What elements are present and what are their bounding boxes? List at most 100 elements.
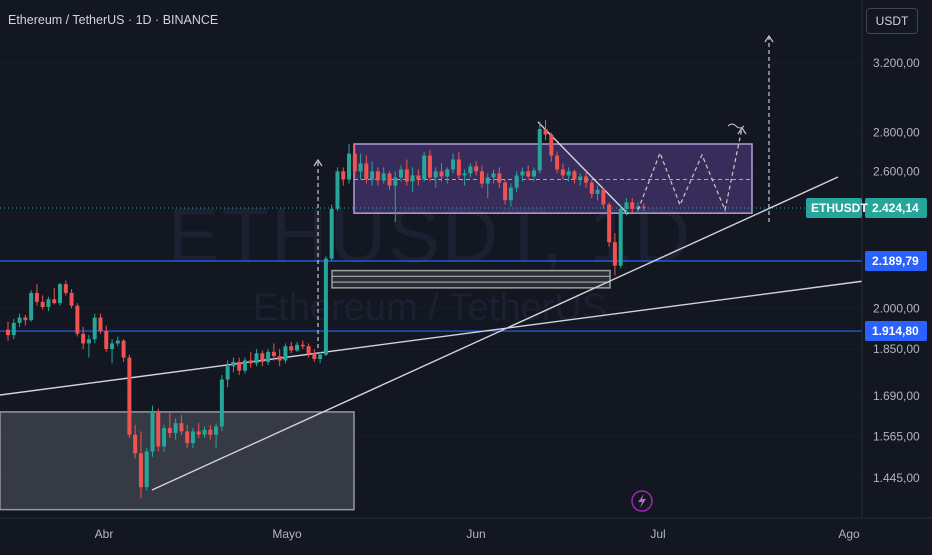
candle-body — [491, 173, 496, 178]
candle-body — [468, 166, 473, 174]
candle-body — [248, 360, 253, 364]
candle-body — [254, 353, 259, 364]
candle-body — [618, 208, 623, 266]
candle-body — [630, 202, 635, 209]
candle-body — [260, 353, 265, 362]
candle-body — [531, 170, 536, 177]
candle-body — [138, 453, 143, 488]
candle-body — [75, 305, 80, 334]
candle-body — [179, 423, 184, 432]
candle-body — [641, 206, 646, 208]
level-price-tag: 2.189,79 — [872, 254, 919, 268]
candle-body — [127, 357, 132, 435]
candle-body — [462, 173, 467, 176]
candle-body — [63, 284, 68, 293]
candle-body — [595, 189, 600, 194]
candle-body — [393, 177, 398, 186]
arrowhead — [764, 34, 774, 43]
candle-body — [266, 351, 271, 362]
time-axis-labels[interactable]: Abr Mayo Jun Jul Ago — [95, 527, 860, 541]
lightning-icon[interactable] — [631, 490, 653, 512]
last-price-tag: 2.424,14 — [872, 201, 919, 215]
candle-body — [214, 426, 219, 435]
candle-body — [612, 242, 617, 266]
level-price-tag-bg — [865, 321, 927, 342]
price-tick-label: 1.690,00 — [873, 389, 920, 403]
grid — [0, 62, 862, 479]
candle-body — [318, 354, 323, 359]
candle-body — [399, 169, 404, 178]
price-tick-label: 3.200,00 — [873, 56, 920, 70]
candle-body — [566, 171, 571, 176]
candle-body — [578, 176, 583, 180]
candle-body — [271, 351, 276, 357]
price-axis[interactable] — [862, 0, 932, 550]
candle-body — [347, 153, 352, 180]
candle-body — [520, 171, 525, 176]
candles — [6, 119, 646, 499]
price-tick-label: 2.000,00 — [873, 301, 920, 315]
level-price-tag: 1.914,80 — [872, 324, 919, 338]
chart-title: Ethereum / TetherUS · 1D · BINANCE — [8, 13, 218, 27]
price-tick-label: 1.850,00 — [873, 342, 920, 356]
candle-body — [474, 166, 479, 172]
currency-button[interactable]: USDT — [866, 8, 918, 34]
candle-body — [335, 171, 340, 209]
candle-body — [323, 258, 328, 355]
horizontal-levels[interactable] — [0, 207, 862, 332]
candle-body — [341, 171, 346, 180]
price-tick-label: 2.800,00 — [873, 126, 920, 140]
candle-body — [156, 411, 161, 447]
candle-body — [416, 175, 421, 180]
trendline[interactable] — [0, 280, 865, 396]
candle-body — [202, 429, 207, 435]
candle-body — [69, 292, 74, 306]
last-price-tag-bg — [865, 197, 927, 218]
candle-body — [150, 411, 155, 452]
candle-body — [549, 134, 554, 156]
price-tick-label: 2.600,00 — [873, 164, 920, 178]
price-tick-label: 1.565,00 — [873, 429, 920, 443]
candle-body — [624, 202, 629, 209]
candle-body — [6, 329, 10, 336]
candle-body — [601, 189, 606, 205]
projection-drawings — [313, 34, 774, 348]
candle-body — [572, 171, 577, 180]
candle-body — [636, 206, 641, 209]
candle-body — [514, 175, 519, 188]
time-tick-label: Ago — [838, 527, 860, 541]
candle-body — [144, 451, 149, 488]
candle-body — [555, 155, 560, 170]
candle-body — [225, 366, 230, 380]
candle-body — [370, 171, 375, 180]
candle-body — [58, 284, 63, 304]
candle-body — [295, 344, 299, 351]
candle-body — [427, 155, 432, 178]
candle-body — [439, 171, 444, 177]
candle-body — [11, 322, 16, 336]
candle-body — [121, 340, 126, 358]
candle-body — [381, 173, 386, 181]
candle-body — [17, 317, 22, 323]
candle-body — [34, 292, 39, 302]
price-axis-labels: 3.200,00 2.800,00 2.600,00 2.000,00 1.850,00… — [873, 56, 920, 485]
trendline[interactable] — [151, 176, 839, 491]
candle-body — [364, 163, 369, 180]
time-tick-label: Jul — [650, 527, 665, 541]
candle-body — [456, 159, 461, 176]
symbol-tag-bg — [806, 197, 862, 218]
candle-body — [46, 299, 51, 308]
candle-body — [422, 155, 427, 180]
candle-body — [185, 431, 190, 444]
arrowhead — [313, 158, 323, 167]
candle-body — [479, 171, 484, 184]
candle-body — [358, 163, 363, 172]
candle-body — [237, 361, 242, 371]
time-tick-label: Abr — [95, 527, 114, 541]
level-price-tag-bg — [865, 251, 927, 272]
candle-body — [40, 301, 45, 308]
candle-body — [503, 182, 508, 201]
